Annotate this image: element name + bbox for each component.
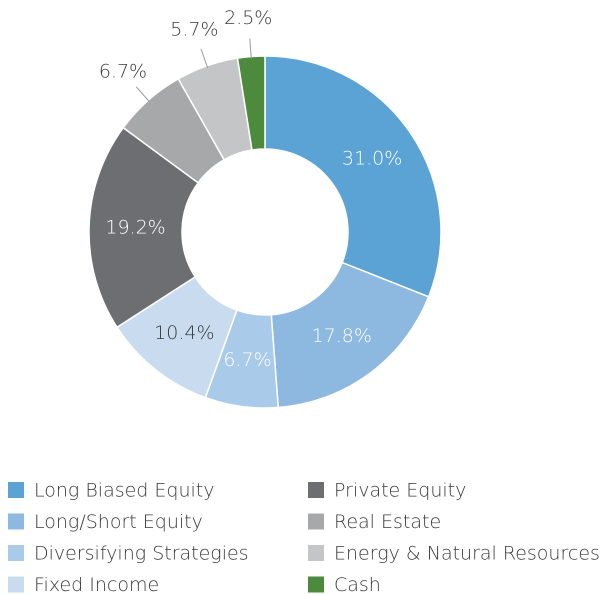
legend-label: Long/Short Equity bbox=[34, 511, 203, 533]
data-label: 31.0% bbox=[342, 148, 402, 170]
data-label: 2.5% bbox=[224, 7, 272, 29]
legend-label: Long Biased Equity bbox=[34, 480, 215, 502]
data-label: 17.8% bbox=[312, 325, 372, 347]
data-label: 5.7% bbox=[170, 18, 218, 40]
legend-label: Private Equity bbox=[334, 480, 466, 502]
leader-line bbox=[200, 48, 209, 68]
legend-swatch bbox=[308, 576, 324, 593]
data-label: 10.4% bbox=[154, 322, 214, 344]
legend-swatch bbox=[8, 482, 24, 498]
leader-line bbox=[135, 86, 150, 103]
legend-label: Fixed Income bbox=[34, 574, 159, 594]
legend-label: Diversifying Strategies bbox=[34, 543, 249, 565]
data-label: 6.7% bbox=[223, 349, 271, 371]
legend-swatch bbox=[8, 576, 24, 593]
legend-swatch bbox=[308, 545, 324, 561]
legend-swatch bbox=[308, 482, 324, 498]
legend-swatch bbox=[308, 513, 324, 530]
leader-line bbox=[249, 38, 252, 59]
legend-swatch bbox=[8, 513, 24, 530]
legend-label: Cash bbox=[334, 574, 381, 594]
data-label: 19.2% bbox=[105, 216, 165, 238]
legend-label: Real Estate bbox=[334, 511, 441, 533]
donut-slice bbox=[88, 126, 200, 329]
legend-label: Energy & Natural Resources bbox=[334, 543, 600, 565]
donut-slice bbox=[264, 55, 442, 298]
donut-slice bbox=[270, 261, 430, 409]
legend-swatch bbox=[8, 545, 24, 561]
donut-slice bbox=[236, 55, 266, 151]
data-label: 6.7% bbox=[99, 60, 147, 82]
